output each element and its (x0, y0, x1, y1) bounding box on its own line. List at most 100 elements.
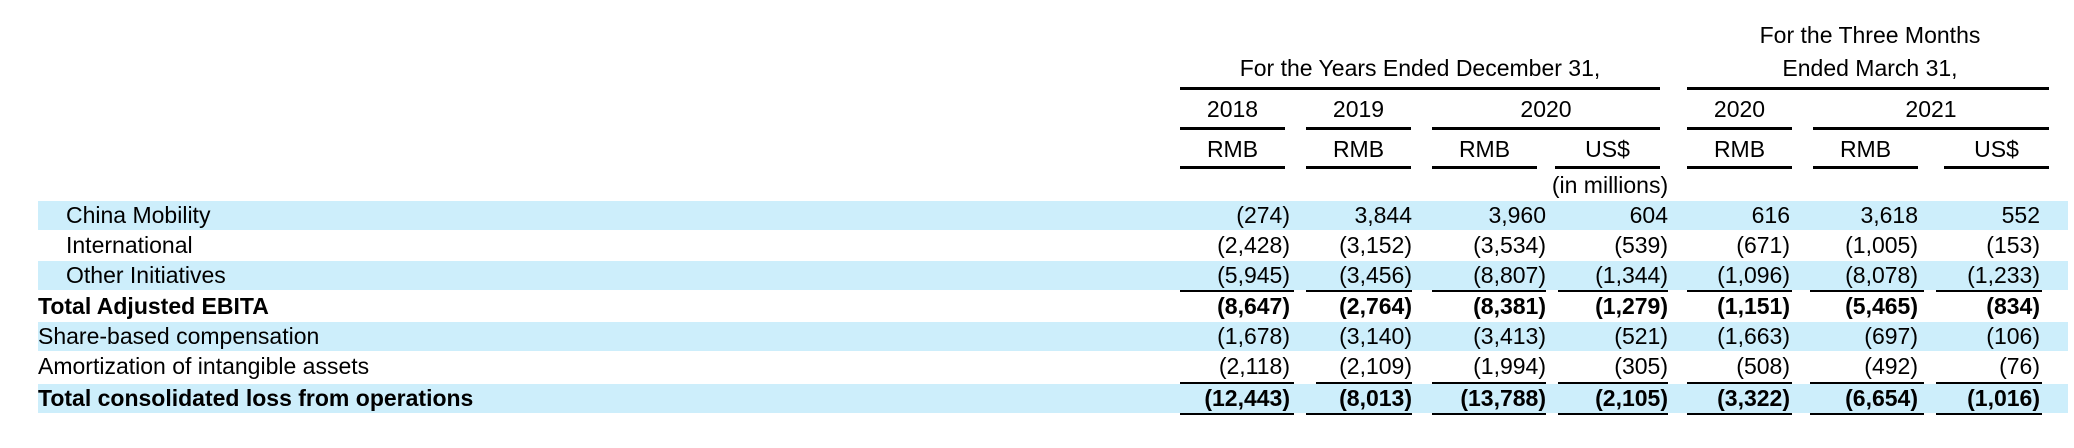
total-double-rule (1432, 413, 1546, 415)
cell: (5,945) (1217, 262, 1290, 288)
cell: (3,534) (1473, 232, 1546, 258)
total-rule (1687, 382, 1792, 384)
table-row: Amortization of intangible assets (2,118… (38, 352, 2068, 381)
rule-year-2020 (1432, 127, 1660, 130)
rule-year-2018 (1180, 127, 1285, 130)
header-year-2021-q: 2021 (1905, 96, 1957, 122)
cell: (539) (1614, 232, 1668, 258)
cell: 3,618 (1860, 202, 1918, 228)
subtotal-rule (1180, 290, 1294, 292)
total-double-rule (1936, 413, 2042, 415)
cell: (8,381) (1473, 293, 1546, 319)
header-years-ended: For the Years Ended December 31, (1239, 55, 1601, 81)
row-label: China Mobility (66, 202, 211, 228)
cell: (1,663) (1717, 323, 1790, 349)
cell: (1,994) (1473, 353, 1546, 379)
total-double-rule (1558, 413, 1668, 415)
cell: (508) (1736, 353, 1790, 379)
cell: 3,844 (1354, 202, 1412, 228)
cell: (5,465) (1845, 293, 1918, 319)
cell: (3,322) (1717, 385, 1790, 411)
total-double-rule (1810, 413, 1924, 415)
subtotal-rule (1432, 290, 1546, 292)
rule-currency-col4 (1555, 166, 1660, 169)
header-three-months-line1: For the Three Months (1759, 22, 1981, 48)
cell: 3,960 (1488, 202, 1546, 228)
rule-three-months-group (1687, 87, 2049, 90)
subtotal-rule (1306, 290, 1412, 292)
cell: (8,647) (1217, 293, 1290, 319)
rule-currency-col2 (1306, 166, 1411, 169)
total-rule (1432, 382, 1546, 384)
cell: 552 (2001, 202, 2040, 228)
rule-year-2021-q (1813, 127, 2049, 130)
table-row: China Mobility (274) 3,844 3,960 604 616… (38, 201, 2068, 230)
row-label: Amortization of intangible assets (38, 353, 370, 379)
cell: (2,109) (1339, 353, 1412, 379)
cell: (1,344) (1595, 262, 1668, 288)
row-label: Total Adjusted EBITA (38, 293, 269, 319)
row-label: International (66, 232, 193, 258)
cell: (3,413) (1473, 323, 1546, 349)
header-currency-col2: RMB (1332, 136, 1385, 162)
total-double-rule (1306, 413, 1412, 415)
rule-currency-col1 (1180, 166, 1285, 169)
cell: (8,807) (1473, 262, 1546, 288)
total-rule (1316, 382, 1412, 384)
header-currency-col7: US$ (1974, 136, 2019, 162)
cell: (2,105) (1595, 385, 1668, 411)
subtotal-rule (1558, 290, 1668, 292)
cell: (492) (1864, 353, 1918, 379)
header-year-2020: 2020 (1520, 96, 1572, 122)
total-rule (1180, 382, 1294, 384)
unit-note: (in millions) (1551, 172, 1669, 198)
cell: (153) (1986, 232, 2040, 258)
header-currency-col6: RMB (1839, 136, 1892, 162)
rule-currency-col7 (1944, 166, 2049, 169)
header-currency-col4: US$ (1585, 136, 1630, 162)
table-row-total: Total Adjusted EBITA (8,647) (2,764) (8,… (38, 292, 2068, 321)
subtotal-rule (1810, 290, 1924, 292)
cell: (697) (1864, 323, 1918, 349)
cell: (106) (1986, 323, 2040, 349)
row-label: Share-based compensation (38, 323, 320, 349)
total-double-rule (1180, 413, 1294, 415)
header-currency-col1: RMB (1206, 136, 1259, 162)
row-label: Other Initiatives (66, 262, 226, 288)
subtotal-rule (1687, 290, 1792, 292)
cell: (12,443) (1204, 385, 1290, 411)
header-currency-col3: RMB (1458, 136, 1511, 162)
cell: (6,654) (1845, 385, 1918, 411)
table-row-total: Total consolidated loss from operations … (38, 384, 2068, 413)
header-year-2018: 2018 (1206, 96, 1259, 122)
cell: (13,788) (1460, 385, 1546, 411)
cell: (8,013) (1339, 385, 1412, 411)
cell: (76) (1999, 353, 2040, 379)
cell: (1,678) (1217, 323, 1290, 349)
cell: (1,151) (1717, 293, 1790, 319)
total-rule (1936, 382, 2042, 384)
rule-currency-col3 (1432, 166, 1537, 169)
table-row: International (2,428) (3,152) (3,534) (5… (38, 231, 2068, 260)
subtotal-rule (1936, 290, 2042, 292)
header-currency-col5: RMB (1713, 136, 1766, 162)
cell: (8,078) (1845, 262, 1918, 288)
cell: (2,118) (1218, 353, 1290, 379)
cell: (2,428) (1217, 232, 1290, 258)
cell: (305) (1614, 353, 1668, 379)
cell: (671) (1736, 232, 1790, 258)
header-year-2020-q: 2020 (1713, 96, 1766, 122)
rule-year-2020-q (1687, 127, 1792, 130)
header-three-months-line2: Ended March 31, (1782, 55, 1958, 81)
cell: (1,233) (1967, 262, 2040, 288)
rule-currency-col6 (1813, 166, 1918, 169)
cell: (3,152) (1339, 232, 1412, 258)
cell: (521) (1614, 323, 1668, 349)
cell: 616 (1751, 202, 1790, 228)
cell: (1,279) (1595, 293, 1668, 319)
cell: (3,140) (1339, 323, 1412, 349)
total-double-rule (1687, 413, 1792, 415)
rule-years-group (1180, 87, 1660, 90)
cell: (3,456) (1339, 262, 1412, 288)
table-row: Other Initiatives (5,945) (3,456) (8,807… (38, 261, 2068, 290)
